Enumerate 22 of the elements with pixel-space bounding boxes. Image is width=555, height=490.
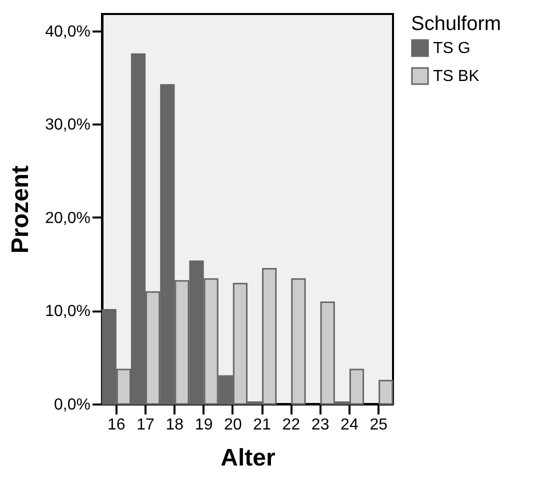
y-tick-label: 20,0% [45, 210, 90, 227]
x-tick-label: 17 [136, 416, 155, 434]
y-tick-label: 30,0% [45, 116, 90, 134]
y-tick-label: 10,0% [45, 303, 90, 320]
x-tick-label: 25 [370, 416, 388, 434]
x-tick-label: 19 [194, 416, 213, 434]
x-tick-label: 23 [311, 416, 330, 434]
y-axis-title: Prozent [7, 165, 34, 254]
y-tick-label: 40,0% [45, 23, 90, 40]
x-tick-label: 16 [108, 416, 126, 434]
x-tick-label: 24 [340, 416, 358, 434]
legend-label: TS BK [433, 68, 480, 85]
legend-label: TS G [433, 40, 470, 57]
x-tick-label: 21 [253, 416, 272, 434]
bar [291, 278, 306, 405]
x-tick-label: 20 [224, 416, 242, 434]
y-tick-label: 0,0% [54, 396, 90, 414]
x-tick-label: 22 [282, 416, 300, 434]
x-tick-label: 18 [166, 416, 184, 434]
bar [378, 380, 394, 405]
legend-title: Schulform [411, 13, 502, 35]
x-axis-title: Alter [220, 444, 276, 472]
